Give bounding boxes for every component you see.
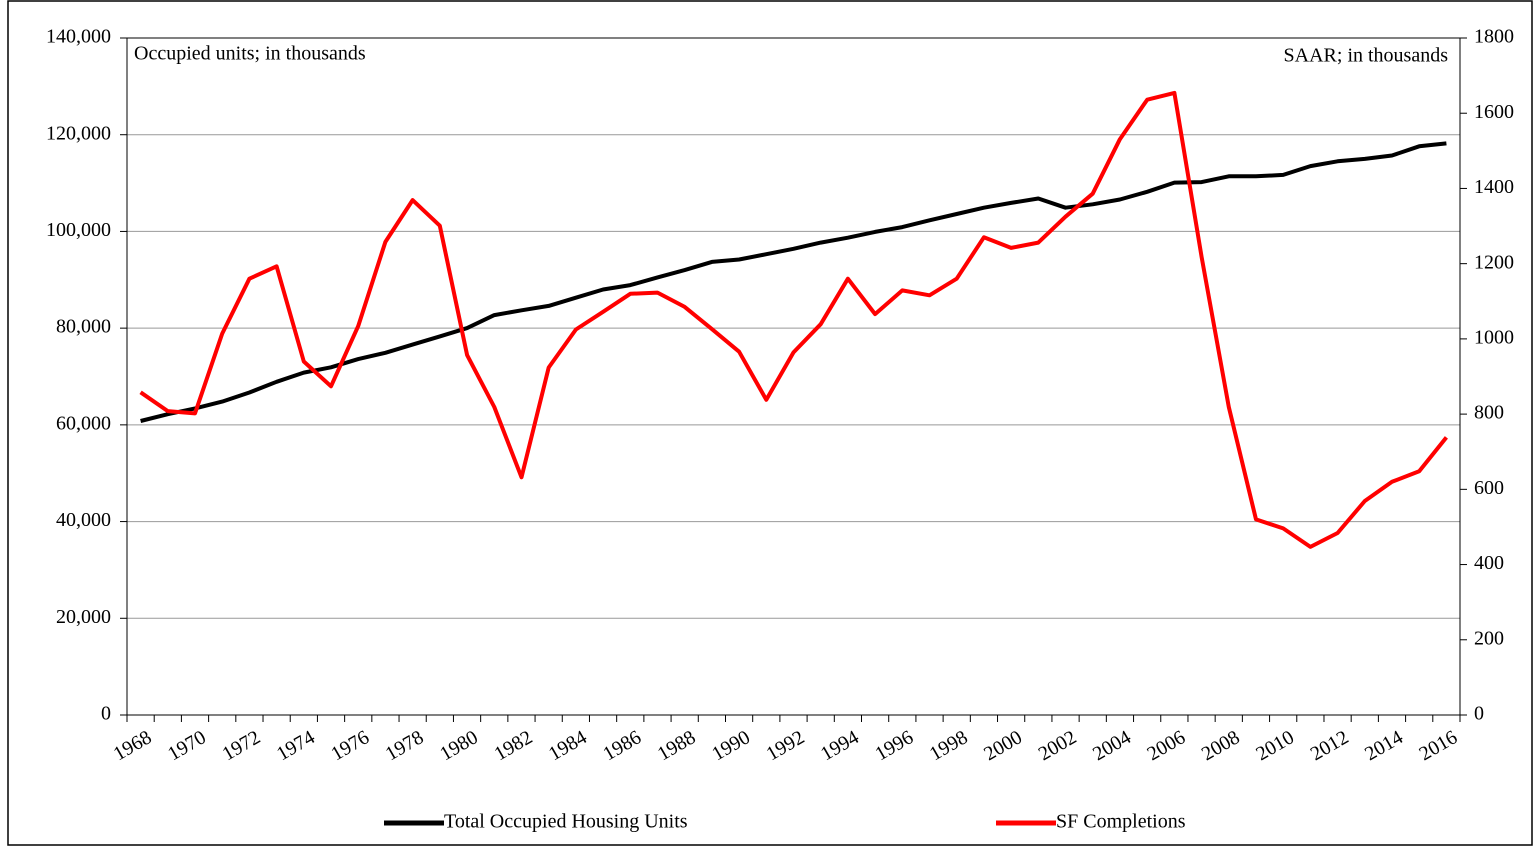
chart-frame (7, 0, 1533, 846)
y-tick-label: 120,000 (46, 122, 111, 144)
y2-tick-label: 600 (1474, 477, 1504, 499)
y-tick-label: 100,000 (46, 219, 111, 241)
y2-tick-label: 1000 (1474, 326, 1514, 348)
y2-tick-label: 400 (1474, 552, 1504, 574)
y2-tick-label: 1200 (1474, 251, 1514, 273)
y-tick-label: 60,000 (56, 412, 111, 434)
y2-tick-label: 200 (1474, 627, 1504, 649)
y-tick-label: 80,000 (56, 316, 111, 338)
y2-tick-label: 1600 (1474, 101, 1514, 123)
series-line (140, 141, 1447, 423)
series-line (139, 90, 1448, 549)
y-tick-label: 140,000 (46, 26, 111, 48)
left-axis-note: Occupied units; in thousands (134, 43, 366, 65)
y2-tick-label: 800 (1474, 402, 1504, 424)
legend-label: Total Occupied Housing Units (444, 811, 688, 833)
y-tick-label: 20,000 (56, 606, 111, 628)
y2-tick-label: 1800 (1474, 26, 1514, 48)
legend-label: SF Completions (1056, 811, 1186, 833)
y2-tick-label: 0 (1474, 703, 1484, 725)
y-tick-label: 0 (101, 703, 111, 725)
y2-tick-label: 1400 (1474, 176, 1514, 198)
y-tick-label: 40,000 (56, 509, 111, 531)
right-axis-note: SAAR; in thousands (1284, 45, 1449, 67)
